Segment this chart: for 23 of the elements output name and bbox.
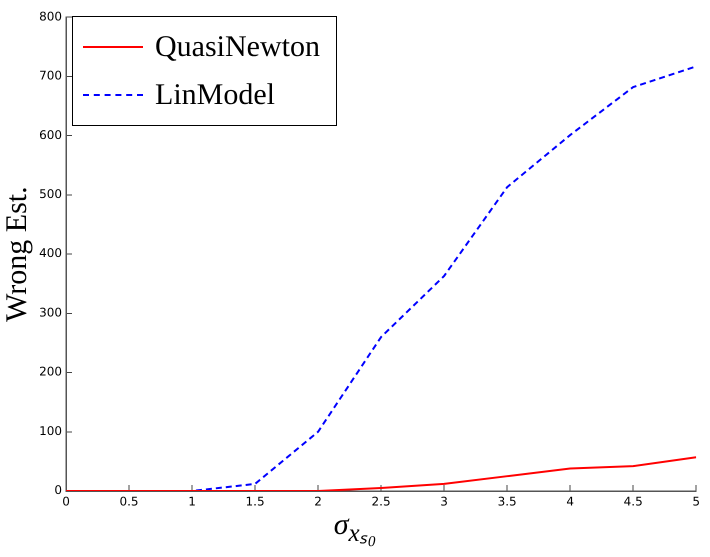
x-tick-label: 4 <box>566 494 574 508</box>
legend-label: LinModel <box>155 78 275 112</box>
x-tick-label: 0.5 <box>119 494 139 508</box>
x-tick-label: 4.5 <box>624 494 643 508</box>
y-tick-label: 0 <box>54 483 62 498</box>
y-tick-label: 100 <box>39 424 62 438</box>
y-tick-label: 700 <box>39 68 62 83</box>
x-tick-label: 1 <box>188 494 196 508</box>
y-tick-label: 600 <box>39 128 62 142</box>
y-axis-title: Wrong Est. <box>0 186 33 322</box>
y-tick-label: 400 <box>39 246 62 260</box>
y-tick-label: 200 <box>39 364 62 379</box>
y-tick-label: 500 <box>39 187 62 201</box>
x-tick-label: 3.5 <box>498 494 517 508</box>
x-axis-title: σ$_{xₛ₀}$ <box>332 508 378 548</box>
x-tick-label: 2.5 <box>372 494 391 508</box>
x-tick-label: 5 <box>692 494 700 508</box>
y-tick-label: 300 <box>39 305 62 320</box>
legend-label: QuasiNewton <box>155 30 320 64</box>
x-tick-label: 3 <box>440 494 448 508</box>
x-tick-label: 1.5 <box>246 494 265 508</box>
y-tick-label: 800 <box>39 9 62 24</box>
x-tick-label: 2 <box>314 494 322 508</box>
